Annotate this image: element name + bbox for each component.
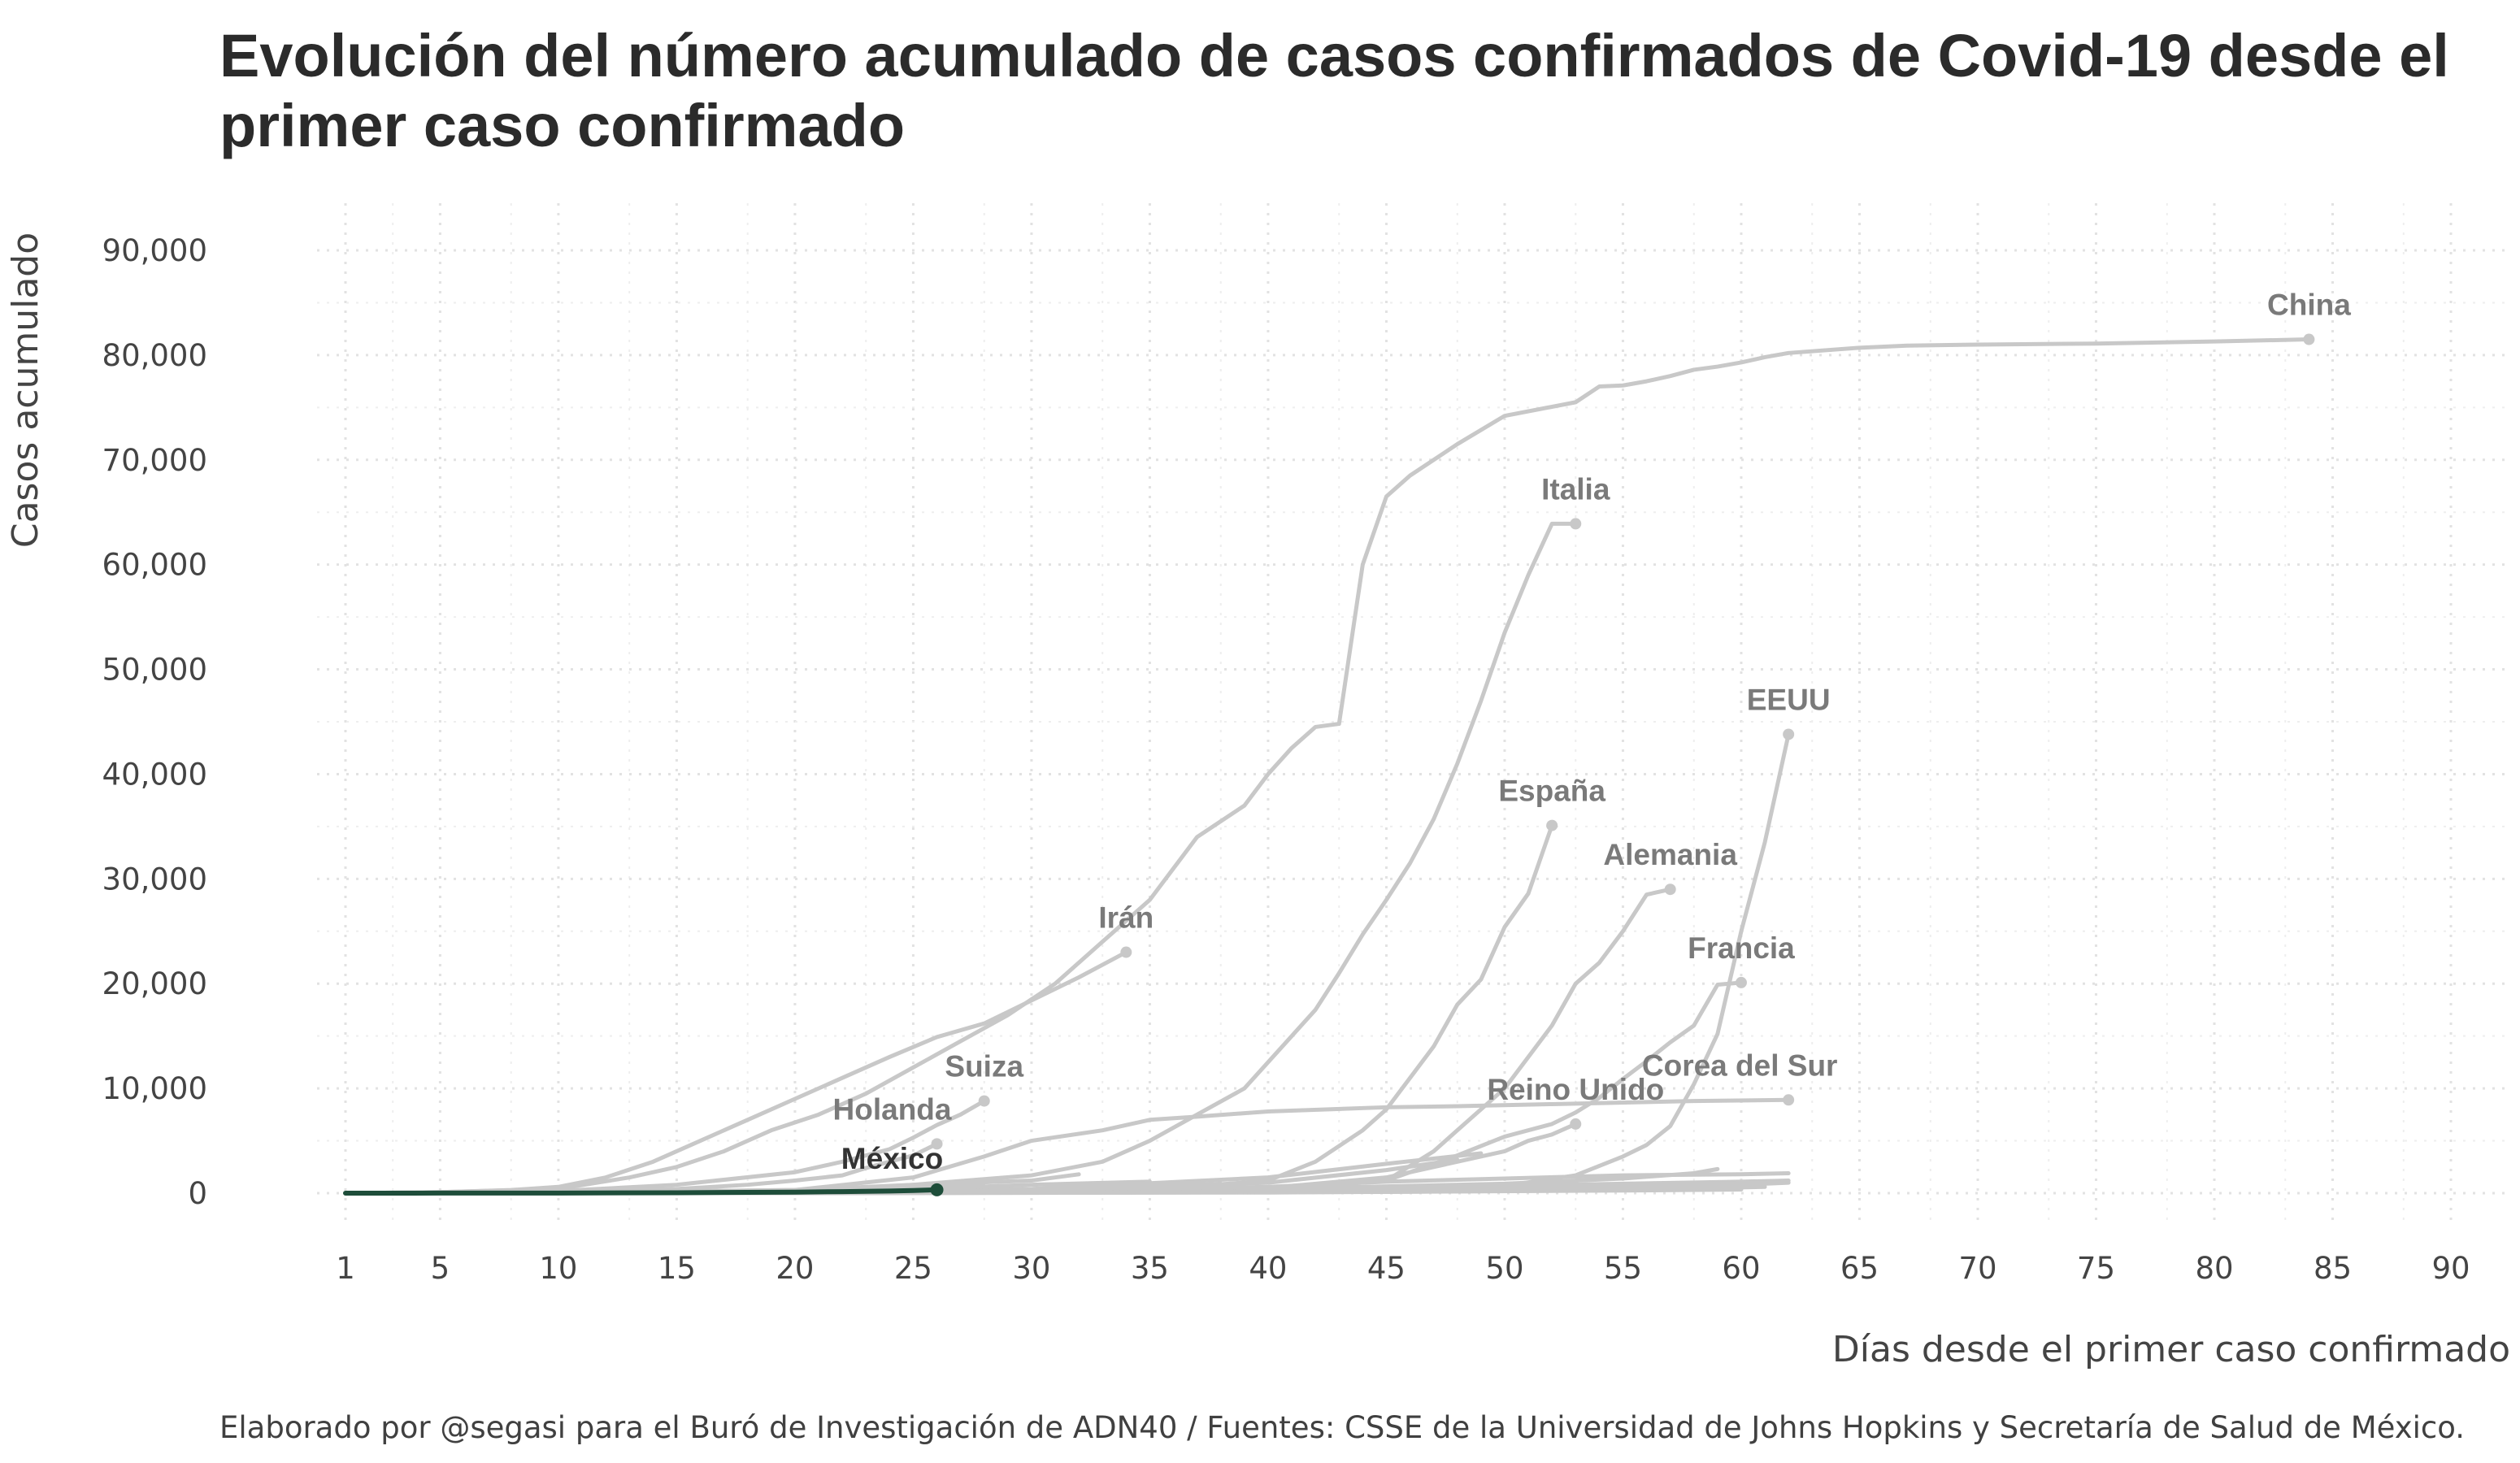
series-label-corea-del-sur: Corea del Sur xyxy=(1642,1048,1838,1082)
series-end-point-reino-unido xyxy=(1570,1118,1582,1130)
x-tick-label: 30 xyxy=(1012,1251,1050,1286)
series-end-point-iran xyxy=(1120,946,1132,958)
series-line-suiza xyxy=(343,1099,987,1196)
series-end-point-francia xyxy=(1735,976,1747,988)
x-tick-label: 20 xyxy=(776,1251,814,1286)
series-label-eeuu: EEUU xyxy=(1747,683,1831,716)
x-axis-label: Días desde el primer caso confirmado xyxy=(1832,1329,2510,1370)
source-caption: Elaborado por @segasi para el Buró de In… xyxy=(219,1410,2466,1445)
series-label-italia: Italia xyxy=(1541,472,1610,506)
y-tick-label: 60,000 xyxy=(102,548,207,583)
series-end-point-holanda xyxy=(931,1138,943,1150)
x-tick-label: 75 xyxy=(2077,1251,2115,1286)
x-tick-label: 1 xyxy=(336,1251,355,1286)
series-line-corea-del-sur xyxy=(343,1097,1791,1196)
series-end-point-china xyxy=(2303,333,2315,345)
highlight-series xyxy=(343,1183,944,1196)
y-tick-label: 30,000 xyxy=(102,862,207,896)
series-label-alemania: Alemania xyxy=(1603,838,1737,871)
series-end-point-corea-del-sur xyxy=(1783,1094,1795,1106)
series-line-italia xyxy=(343,521,1578,1196)
y-tick-label: 20,000 xyxy=(102,966,207,1001)
series-end-point-mexico xyxy=(930,1183,944,1196)
x-tick-label: 5 xyxy=(431,1251,450,1286)
x-tick-label: 70 xyxy=(1958,1251,1996,1286)
series-label-holanda: Holanda xyxy=(833,1092,952,1126)
x-tick-label: 60 xyxy=(1722,1251,1760,1286)
series-label-espana: España xyxy=(1498,775,1605,808)
series-line-iran xyxy=(343,950,1128,1196)
x-tick-label: 10 xyxy=(539,1251,577,1286)
series-label-iran: Irán xyxy=(1098,901,1154,935)
x-tick-labels: 1 5 10 15 20 25 30 35 40 45 50 55 60 65 70 75 80 85 90 xyxy=(336,1251,2470,1286)
y-tick-label: 0 xyxy=(188,1176,207,1211)
x-tick-label: 50 xyxy=(1485,1251,1523,1286)
chart-title: Evolución del número acumulado de casos … xyxy=(219,22,2449,159)
y-tick-label: 40,000 xyxy=(102,757,207,792)
x-tick-label: 85 xyxy=(2314,1251,2352,1286)
series-label-china: China xyxy=(2267,289,2351,322)
x-tick-label: 55 xyxy=(1604,1251,1642,1286)
series-end-point-alemania xyxy=(1664,883,1676,896)
series-end-point-eeuu xyxy=(1783,728,1795,740)
x-tick-label: 90 xyxy=(2431,1251,2470,1286)
y-tick-label: 70,000 xyxy=(102,443,207,478)
series-label-reino-unido: Reino Unido xyxy=(1487,1073,1664,1106)
series-end-point-espana xyxy=(1546,819,1558,831)
y-axis-label: Casos acumulado xyxy=(5,232,46,548)
series-label-mexico: México xyxy=(841,1142,943,1175)
x-tick-label: 35 xyxy=(1131,1251,1169,1286)
x-tick-label: 25 xyxy=(894,1251,932,1286)
x-tick-label: 15 xyxy=(658,1251,696,1286)
series-line-mexico xyxy=(343,1187,940,1196)
x-tick-label: 65 xyxy=(1840,1251,1879,1286)
series-label-francia: Francia xyxy=(1688,931,1795,965)
x-tick-label: 40 xyxy=(1249,1251,1287,1286)
x-tick-label: 45 xyxy=(1367,1251,1406,1286)
series-label-suiza: Suiza xyxy=(945,1050,1023,1083)
series-line-china xyxy=(343,337,2311,1196)
country-labels: China Italia EEUU España Alemania Francia Irán… xyxy=(833,289,2352,1175)
series-line-espana xyxy=(343,823,1554,1196)
background-series xyxy=(343,333,2315,1196)
x-tick-label: 80 xyxy=(2195,1251,2233,1286)
y-tick-labels: 0 10,000 20,000 30,000 40,000 50,000 60,000 70,… xyxy=(102,233,207,1211)
series-end-point-suiza xyxy=(978,1095,990,1107)
series-end-point-italia xyxy=(1570,518,1582,530)
y-tick-label: 80,000 xyxy=(102,338,207,373)
y-tick-label: 50,000 xyxy=(102,653,207,688)
y-tick-label: 10,000 xyxy=(102,1071,207,1106)
y-tick-label: 90,000 xyxy=(102,233,207,268)
